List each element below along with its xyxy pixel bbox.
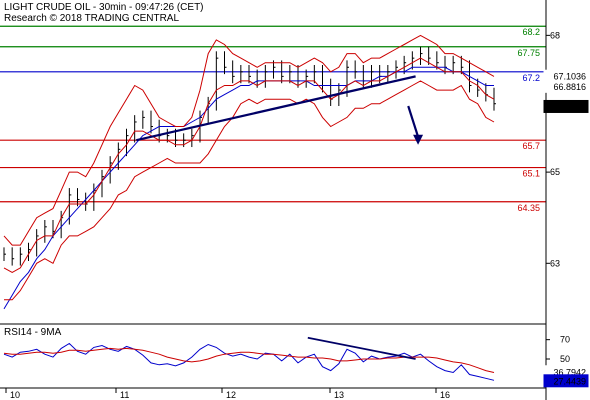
level-label-5: 64.35: [517, 203, 540, 213]
x-tick-label-0: 10: [10, 390, 20, 400]
level-label-1: 67.75: [517, 48, 540, 58]
rsi-line-1: [3, 347, 495, 373]
chart-subtitle: Research © 2018 TRADING CENTRAL: [4, 13, 179, 24]
price-value-box-1-bg: [543, 79, 589, 93]
price-value-box-1-label: 66.8816: [553, 82, 586, 92]
rsi-trendline: [307, 336, 416, 360]
rsi-y-axis: 50 70: [546, 335, 570, 364]
rsi-value-box-1-label: 27.4439: [553, 376, 586, 386]
price-line-3: [3, 34, 495, 246]
price-series: [3, 34, 496, 310]
x-tick-label-3: 13: [334, 390, 344, 400]
level-label-0: 68.2: [522, 27, 540, 37]
price-value-box-2-label: 66.44: [563, 102, 586, 112]
price-y-tick-label-2: 68: [550, 30, 560, 40]
forecast-arrow-head: [413, 134, 424, 145]
level-label-3: 65.7: [522, 141, 540, 151]
level-label-4: 65.1: [522, 169, 540, 179]
price-y-tick-label-0: 63: [550, 258, 560, 268]
x-tick-label-4: 16: [440, 390, 450, 400]
rsi-title: RSI14 - 9MA: [4, 327, 62, 338]
x-tick-label-1: 11: [120, 390, 129, 400]
price-value-box-2-bg: [543, 99, 589, 113]
forecast-arrow-shaft: [407, 105, 420, 138]
x-tick-label-2: 12: [226, 390, 236, 400]
rsi-overlays: [307, 336, 416, 360]
level-label-2: 67.2: [522, 73, 540, 83]
price-line-1: [3, 66, 494, 310]
price-trendline: [136, 75, 416, 142]
chart-title: LIGHT CRUDE OIL - 30min - 09:47:26 (CET): [4, 2, 204, 13]
price-line-2: [3, 57, 495, 273]
rsi-value-box-0-label: 36.7942: [553, 367, 586, 377]
x-axis: 10 11 12 13 16: [5, 388, 450, 400]
rsi-y-tick-label-0: 50: [560, 354, 570, 364]
rsi-y-tick-label-1: 70: [560, 335, 570, 345]
price-value-box-0-label: 67.1036: [553, 72, 586, 82]
rsi-value-box-1-bg: [543, 374, 589, 388]
price-y-axis: 63 65 68: [546, 30, 560, 268]
price-y-tick-label-1: 65: [550, 167, 560, 177]
price-line-4: [4, 80, 495, 301]
price-overlays: [136, 75, 424, 145]
rsi-series: [3, 342, 495, 381]
